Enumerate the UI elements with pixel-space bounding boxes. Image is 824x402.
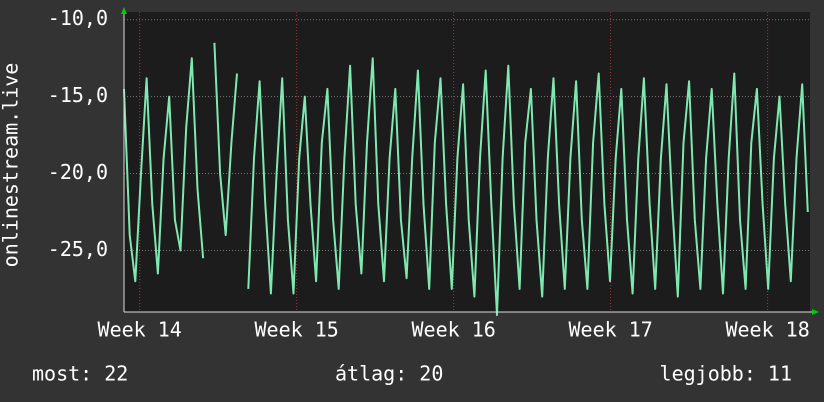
x-arrow	[812, 309, 819, 315]
footer-average: átlag: 20	[335, 362, 443, 386]
y-tick-label: -15,0	[48, 83, 108, 107]
y-arrow	[121, 7, 127, 14]
x-tick-label: Week 16	[412, 318, 496, 342]
footer-best: legjobb: 11	[660, 362, 792, 386]
y-tick-label: -25,0	[48, 237, 108, 261]
x-tick-label: Week 17	[568, 318, 652, 342]
y-tick-label: -20,0	[48, 160, 108, 184]
x-tick-label: Week 15	[255, 318, 339, 342]
y-tick-label: -10,0	[48, 6, 108, 30]
series-line	[123, 42, 809, 317]
x-tick-label: Week 18	[725, 318, 809, 342]
footer-current: most: 22	[32, 362, 128, 386]
x-tick-label: Week 14	[98, 318, 182, 342]
y-axis-label: onlinestream.live	[0, 63, 23, 268]
